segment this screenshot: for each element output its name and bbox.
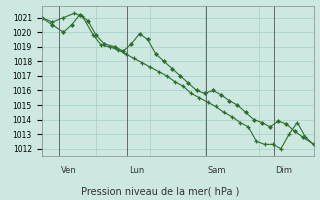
Text: Sam: Sam [207,166,226,175]
Text: Pression niveau de la mer( hPa ): Pression niveau de la mer( hPa ) [81,186,239,196]
Text: Lun: Lun [129,166,144,175]
Text: Dim: Dim [276,166,292,175]
Text: Ven: Ven [61,166,76,175]
